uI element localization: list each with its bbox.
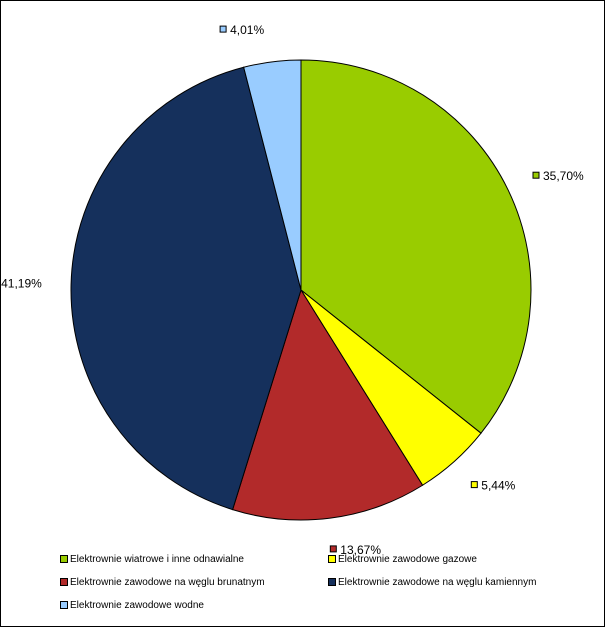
legend-item-lignite: Elektrownie zawodowe na węglu brunatnym [60,575,328,589]
data-label-text-lignite: 13,67% [340,543,381,557]
legend-item-hard-coal: Elektrownie zawodowe na węglu kamiennym [328,575,560,589]
legend-label-hard-coal: Elektrownie zawodowe na węglu kamiennym [338,576,537,588]
pie-slice-hard-coal [70,66,302,511]
data-label-text-wind: 35,70% [543,169,584,183]
data-label-text-hard-coal: 41,19% [1,277,42,291]
legend-swatch-hard-coal [328,578,336,586]
legend: Elektrownie wiatrowe i inne odnawialne E… [60,552,560,612]
data-label-gas: 5,44% [470,479,516,493]
legend-item-gas: Elektrownie zawodowe gazowe [328,552,560,566]
data-labels: 35,70% 5,44% 13,67% 41,19% 4,01% [1,23,584,557]
data-label-text-gas: 5,44% [481,479,515,493]
data-label-swatch-hydro [219,25,227,33]
legend-swatch-wind [60,555,68,563]
pie-slice-lignite [231,288,424,521]
legend-item-hydro: Elektrownie zawodowe wodne [60,598,328,612]
legend-swatch-lignite [60,578,68,586]
legend-swatch-gas [328,555,336,563]
pie-slice-wind [300,59,532,434]
data-label-hydro: 4,01% [219,23,264,37]
data-label-text-hydro: 4,01% [230,23,264,37]
data-label-swatch-gas [470,481,478,489]
legend-label-lignite: Elektrownie zawodowe na węglu brunatnym [70,576,265,588]
legend-swatch-hydro [60,601,68,609]
legend-label-hydro: Elektrownie zawodowe wodne [70,599,204,611]
legend-label-wind: Elektrownie wiatrowe i inne odnawialne [70,553,244,565]
data-label-swatch-lignite [329,545,337,553]
pie-slice-hydro [243,59,302,291]
legend-item-wind: Elektrownie wiatrowe i inne odnawialne [60,552,328,566]
data-label-swatch-wind [532,171,540,179]
data-label-lignite: 13,67% [329,543,381,557]
legend-label-gas: Elektrownie zawodowe gazowe [338,553,477,565]
data-label-wind: 35,70% [532,169,584,183]
data-label-hard-coal: 41,19% [1,277,42,291]
pie-slices [70,59,532,521]
